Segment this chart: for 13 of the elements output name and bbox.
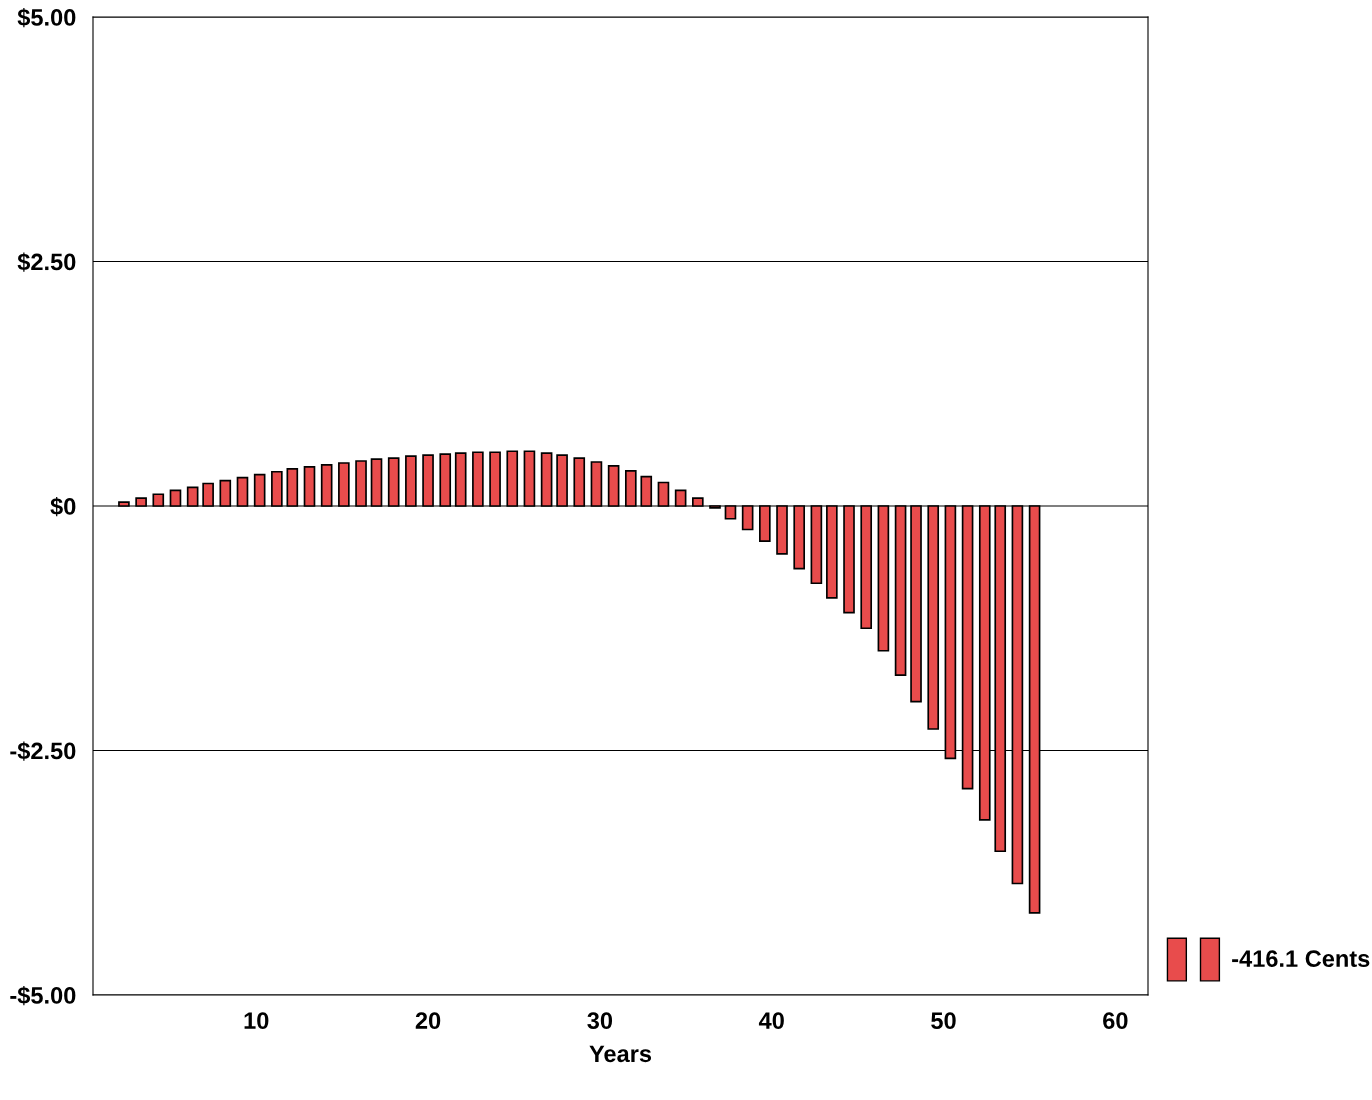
x-axis-title: Years — [589, 1045, 652, 1063]
y-tick-label: $5.00 — [17, 8, 76, 28]
x-tick-label: 50 — [931, 1012, 956, 1030]
y-tick-label: -$2.50 — [10, 741, 76, 761]
x-tick-label: 30 — [587, 1012, 613, 1030]
x-tick-label: 40 — [758, 1012, 784, 1030]
x-tick-label: 10 — [244, 1012, 269, 1030]
legend-label: -416.1 Cents — [1232, 950, 1370, 968]
y-tick-label: -$5.00 — [10, 986, 76, 1006]
y-tick-label: $2.50 — [17, 252, 76, 272]
x-tick-label: 20 — [415, 1012, 441, 1030]
x-tick-label: 60 — [1103, 1012, 1128, 1030]
y-tick-label: $0 — [50, 497, 76, 517]
